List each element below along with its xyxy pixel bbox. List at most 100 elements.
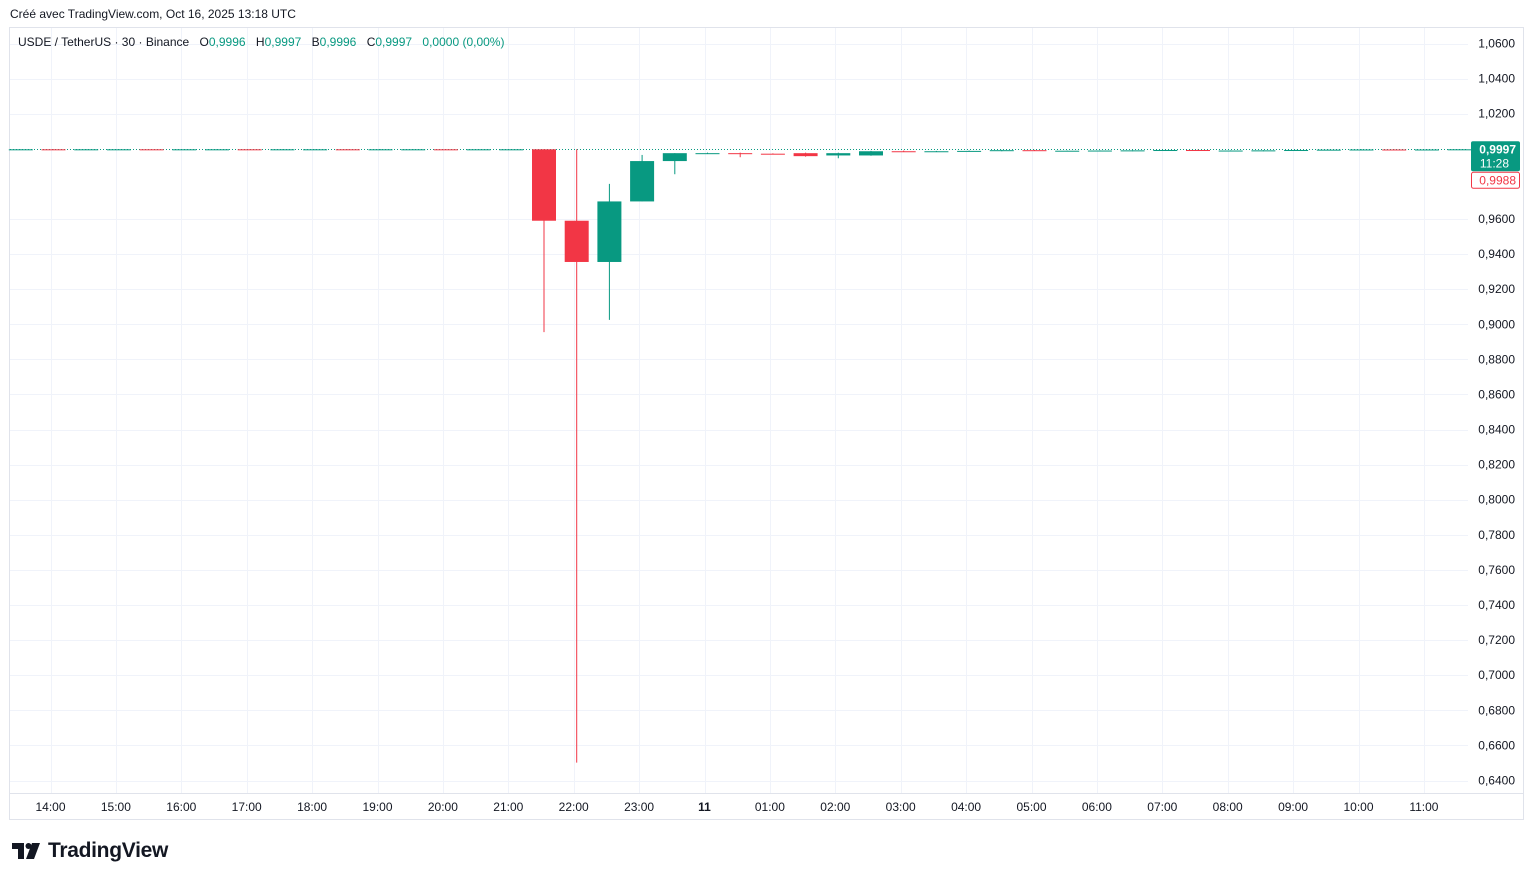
marked-price-badge	[1471, 171, 1520, 189]
chart-frame	[9, 27, 1524, 820]
candle-body	[106, 149, 131, 151]
candle-body	[1186, 150, 1210, 152]
candle-body	[859, 151, 883, 156]
candle-body	[1349, 149, 1374, 151]
price-tick-label: 0,7000	[1478, 668, 1515, 682]
candle	[662, 153, 687, 175]
candle-body	[924, 151, 949, 153]
candle-body	[8, 149, 33, 151]
candle-body	[41, 149, 66, 151]
price-tick-label: 0,7800	[1478, 528, 1515, 542]
candle	[8, 149, 33, 151]
candle-body	[303, 149, 328, 151]
candle	[466, 149, 491, 151]
candle-body	[270, 149, 295, 151]
price-tick-label: 0,7600	[1478, 563, 1515, 577]
legend-change: 0,0000 (0,00%)	[422, 35, 505, 49]
candle	[630, 154, 655, 202]
time-tick-label: 11	[698, 800, 711, 814]
candle-body	[564, 220, 589, 262]
candle	[891, 150, 916, 153]
candle	[74, 149, 99, 151]
time-tick-label: 20:00	[428, 800, 458, 814]
time-tick-label: 05:00	[1016, 800, 1046, 814]
time-axis-labels: 14:00 15:00 16:00 17:00 18:00 19:00 20:00 21:00…	[35, 800, 1438, 814]
candle-body	[401, 149, 426, 151]
candle	[859, 150, 883, 156]
legend-open-value: 0,9996	[208, 35, 246, 49]
candle-body	[172, 149, 197, 151]
candle	[760, 153, 785, 155]
candle-body	[728, 153, 753, 155]
time-tick-label: 03:00	[886, 800, 916, 814]
time-tick-label: 22:00	[559, 800, 589, 814]
candle-body	[1447, 149, 1472, 151]
candle-body	[760, 153, 785, 155]
legend-close-key: C	[366, 35, 376, 49]
candle	[695, 152, 720, 155]
candle-body	[1153, 150, 1178, 152]
candle-body	[630, 161, 655, 202]
candle	[1349, 149, 1374, 151]
price-tick-label: 0,9200	[1478, 282, 1515, 296]
candle-body	[368, 149, 393, 151]
tradingview-logo-text: TradingView	[48, 839, 169, 862]
candle-body	[989, 150, 1014, 152]
time-tick-label: 15:00	[101, 800, 131, 814]
candle-body	[1284, 150, 1309, 152]
candle-body	[826, 153, 851, 156]
legend-high-value: 0,9997	[264, 35, 302, 49]
legend-open-key: O	[199, 35, 209, 49]
time-tick-label: 18:00	[297, 800, 327, 814]
candle-body	[466, 149, 491, 151]
candle-body	[1382, 149, 1407, 151]
candle	[1120, 150, 1145, 152]
candle	[172, 149, 197, 151]
candle	[368, 149, 393, 151]
price-tick-label: 0,9600	[1478, 212, 1515, 226]
candle	[1153, 149, 1178, 152]
candle	[270, 149, 295, 151]
candle-body	[139, 149, 164, 151]
candle-body	[1087, 150, 1112, 152]
price-tick-label: 1,0200	[1478, 107, 1515, 121]
candle-body	[205, 149, 229, 151]
candle-body	[74, 149, 99, 151]
candle	[139, 149, 164, 151]
price-axis-labels: 1,0600 1,0400 1,0200 0,9600 0,9400 0,9200 0,90…	[1478, 37, 1515, 788]
candle-body	[499, 149, 524, 151]
candle	[205, 149, 229, 151]
legend-symbol[interactable]: USDE / TetherUS · 30 · Binance	[18, 35, 190, 49]
candle	[1382, 149, 1407, 151]
price-tick-label: 0,7200	[1478, 633, 1515, 647]
time-tick-label: 02:00	[820, 800, 850, 814]
time-tick-label: 09:00	[1278, 800, 1308, 814]
candle-body	[597, 201, 622, 262]
price-tick-label: 0,8600	[1478, 387, 1515, 401]
time-tick-label: 17:00	[232, 800, 262, 814]
time-tick-label: 01:00	[755, 800, 785, 814]
time-tick-label: 23:00	[624, 800, 654, 814]
candle	[728, 152, 753, 158]
candle	[1087, 150, 1112, 152]
price-tick-label: 1,0400	[1478, 72, 1515, 86]
created-with-text: Créé avec TradingView.com, Oct 16, 2025 …	[10, 7, 296, 21]
candle	[1186, 149, 1210, 152]
time-tick-label: 21:00	[493, 800, 523, 814]
candle	[597, 183, 622, 320]
current-price-label: 0,9997	[1479, 142, 1516, 156]
candle	[564, 149, 589, 763]
candle	[1447, 149, 1472, 151]
time-tick-label: 06:00	[1082, 800, 1112, 814]
grid-lines	[10, 28, 1468, 793]
candle-body	[532, 149, 556, 221]
tradingview-logo[interactable]: TradingView	[12, 838, 168, 864]
candle-body	[335, 149, 360, 151]
price-tick-label: 0,6800	[1478, 703, 1515, 717]
time-tick-label: 04:00	[951, 800, 981, 814]
time-tick-label: 11:00	[1409, 800, 1438, 814]
current-price-badge	[1471, 141, 1520, 172]
candle-body	[695, 153, 720, 155]
candle	[1251, 150, 1276, 152]
